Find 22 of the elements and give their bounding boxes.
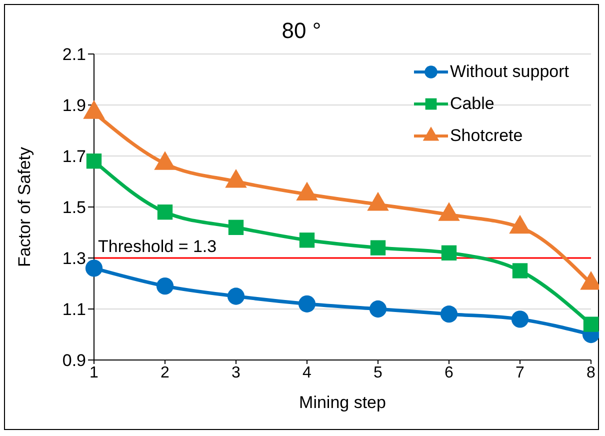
x-tick-label: 1 bbox=[90, 364, 99, 382]
x-tick-label: 7 bbox=[516, 364, 525, 382]
x-tick-label: 6 bbox=[444, 364, 454, 382]
y-tick-label: 0.9 bbox=[62, 351, 86, 370]
x-tick-label: 8 bbox=[586, 364, 596, 382]
legend-label: Cable bbox=[450, 94, 494, 114]
ref-line-label: Threshold = 1.3 bbox=[98, 237, 217, 256]
x-tick-label: 4 bbox=[302, 364, 312, 382]
y-axis-title: Factor of Safety bbox=[15, 146, 34, 267]
y-tick-label: 1.5 bbox=[62, 198, 86, 218]
y-tick-label: 1.7 bbox=[62, 147, 86, 166]
x-tick-label: 3 bbox=[232, 364, 241, 382]
x-tick-label: 5 bbox=[374, 364, 383, 382]
legend-label: Without support bbox=[450, 62, 569, 82]
x-axis-title: Mining step bbox=[299, 393, 386, 412]
y-tick-label: 1.3 bbox=[62, 249, 86, 268]
y-tick-label: 2.1 bbox=[62, 45, 86, 64]
chart-title: 80 ° bbox=[280, 18, 322, 44]
y-tick-label: 1.1 bbox=[62, 300, 86, 320]
y-tick-label: 1.9 bbox=[62, 96, 86, 116]
x-tick-label: 2 bbox=[160, 364, 170, 382]
legend-label: Shotcrete bbox=[450, 126, 523, 146]
